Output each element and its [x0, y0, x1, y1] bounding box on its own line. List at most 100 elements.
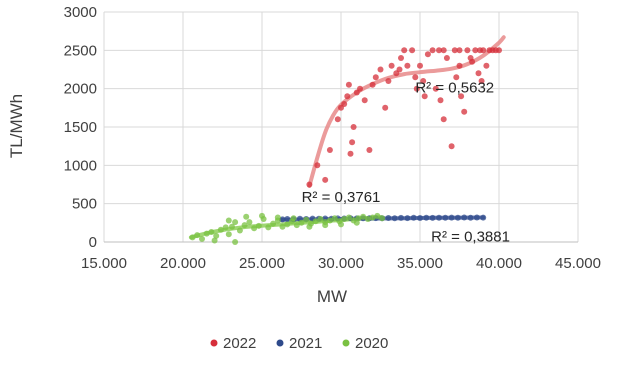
point-2022 — [448, 143, 455, 150]
y-tick-label: 1000 — [64, 157, 97, 174]
annotations: R² = 0,5632 R² = 0,3761 R² = 0,3881 — [302, 80, 510, 246]
point-2020 — [317, 216, 324, 222]
legend-label-2021: 2021 — [289, 335, 322, 352]
point-2022 — [429, 47, 436, 54]
point-2021 — [417, 215, 423, 221]
point-2022 — [443, 55, 450, 61]
point-2022 — [398, 55, 404, 61]
legend-label-2020: 2020 — [355, 335, 388, 352]
point-2022 — [347, 150, 354, 157]
point-2021 — [473, 214, 480, 221]
point-2020 — [369, 214, 376, 221]
point-2022 — [461, 108, 468, 115]
point-2021 — [391, 215, 398, 222]
point-2022 — [345, 81, 352, 88]
r-squared-label: R² = 0,3761 — [302, 189, 381, 206]
point-2022 — [424, 51, 431, 58]
point-2021 — [284, 216, 291, 222]
point-2022 — [377, 66, 384, 73]
point-2022 — [344, 93, 351, 100]
point-2022 — [404, 62, 411, 69]
point-2020 — [211, 237, 218, 244]
point-2022 — [480, 47, 487, 54]
point-2022 — [464, 47, 471, 54]
point-2022 — [349, 139, 356, 146]
y-tick-label: 3000 — [64, 4, 97, 21]
point-2020 — [353, 219, 360, 226]
point-2022 — [401, 47, 408, 54]
point-2020 — [326, 217, 333, 224]
point-2022 — [382, 104, 389, 111]
point-2021 — [454, 214, 461, 221]
point-2020 — [199, 235, 205, 242]
point-2022 — [420, 78, 427, 84]
point-2021 — [429, 214, 436, 221]
data-points — [189, 47, 502, 245]
point-2021 — [410, 214, 417, 221]
y-tick-label: 1500 — [64, 119, 97, 136]
r-squared-label: R² = 0,3881 — [431, 229, 510, 246]
r-squared-label: R² = 0,5632 — [415, 80, 494, 97]
point-2020 — [246, 219, 253, 226]
point-2021 — [461, 214, 468, 221]
point-2022 — [361, 97, 368, 104]
point-2020 — [265, 224, 272, 231]
point-2020 — [274, 214, 281, 221]
point-2022 — [496, 47, 502, 54]
point-2022 — [451, 47, 458, 54]
x-tick-label: 20.000 — [160, 255, 206, 272]
point-2020 — [259, 212, 265, 219]
point-2022 — [417, 62, 423, 69]
grid-lines — [103, 11, 579, 242]
point-2022 — [437, 97, 444, 104]
point-2022 — [483, 62, 490, 69]
point-2021 — [467, 214, 474, 221]
point-2022 — [366, 147, 373, 153]
legend-marker-2020 — [342, 339, 350, 347]
point-2020 — [208, 229, 215, 235]
point-2022 — [453, 74, 460, 81]
point-2022 — [409, 47, 416, 54]
point-2022 — [436, 47, 442, 54]
point-2020 — [225, 231, 232, 238]
point-2022 — [306, 181, 313, 188]
point-2020 — [222, 224, 229, 231]
point-2020 — [312, 218, 319, 225]
point-2022 — [472, 47, 479, 54]
y-tick-label: 2000 — [64, 81, 97, 98]
point-2022 — [396, 66, 403, 73]
point-2021 — [423, 214, 430, 221]
point-2022 — [475, 70, 482, 77]
point-2022 — [334, 116, 341, 123]
point-2022 — [421, 93, 428, 100]
x-tick-label: 15.000 — [81, 255, 127, 272]
point-2020 — [364, 216, 371, 222]
point-2020 — [341, 216, 348, 222]
point-2020 — [194, 232, 201, 239]
point-2020 — [306, 223, 313, 230]
point-2022 — [372, 74, 379, 81]
point-2021 — [404, 215, 411, 222]
point-2021 — [480, 214, 487, 221]
point-2022 — [350, 124, 357, 130]
point-2020 — [298, 219, 305, 226]
y-tick-label: 500 — [72, 196, 97, 213]
point-2020 — [189, 234, 196, 241]
point-2022 — [469, 58, 476, 65]
point-2020 — [322, 222, 329, 229]
point-2020 — [331, 215, 338, 222]
point-2020 — [241, 222, 248, 229]
point-2022 — [341, 101, 348, 107]
point-2020 — [284, 221, 291, 228]
x-tick-label: 40.000 — [476, 255, 522, 272]
legend-marker-2022 — [210, 339, 218, 347]
point-2022 — [432, 85, 439, 92]
x-tick-label: 35.000 — [397, 255, 443, 272]
point-2020 — [303, 216, 310, 223]
legend-marker-2021 — [276, 339, 284, 347]
point-2022 — [322, 176, 329, 183]
tick-labels: 15.000 20.000 25.000 30.000 35.000 40.000 45.0… — [64, 4, 601, 272]
point-2022 — [357, 85, 363, 92]
point-2021 — [436, 214, 442, 221]
